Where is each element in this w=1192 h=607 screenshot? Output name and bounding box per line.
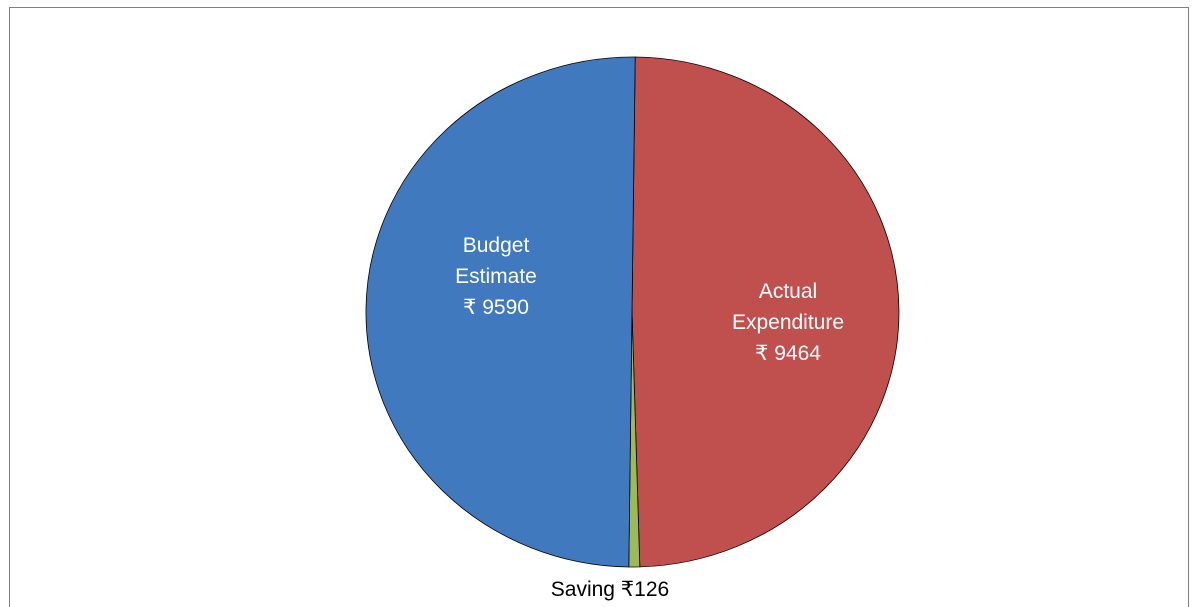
chart-frame <box>9 7 1189 607</box>
pie-label-saving-line-0: Saving ₹126 <box>551 578 669 601</box>
pie-label-actual-line-2: ₹ 9464 <box>755 342 821 365</box>
pie-label-budget: Budget Estimate ₹ 9590 <box>455 234 537 319</box>
pie-slice-budget <box>365 56 636 568</box>
pie-label-actual: Actual Expenditure ₹ 9464 <box>732 280 844 365</box>
pie-slice-actual <box>631 56 900 568</box>
pie-label-saving: Saving ₹126 <box>551 578 669 601</box>
pie-slices <box>365 56 900 568</box>
pie-label-budget-line-1: Estimate <box>455 265 537 288</box>
pie-label-actual-line-1: Expenditure <box>732 311 844 334</box>
pie-labels: Actual Expenditure ₹ 9464 Saving ₹126 Budget… <box>455 234 844 601</box>
pie-label-budget-line-2: ₹ 9590 <box>463 296 529 319</box>
pie-label-actual-line-0: Actual <box>759 280 817 303</box>
pie-label-budget-line-0: Budget <box>463 234 530 257</box>
